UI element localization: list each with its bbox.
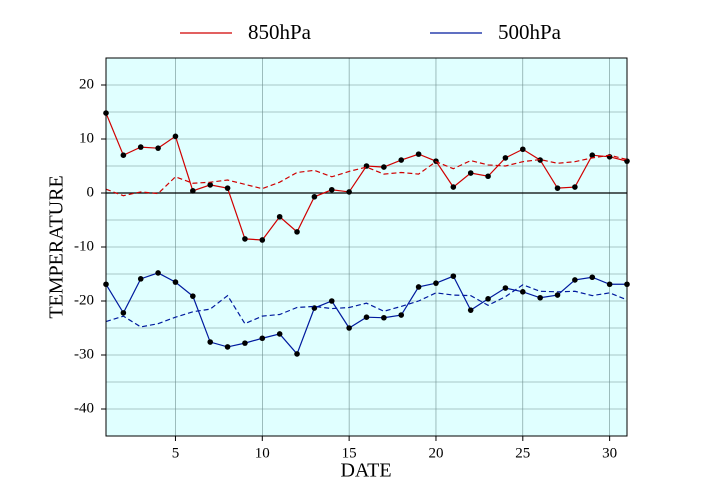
y-tick-label: -40 — [74, 400, 94, 416]
point — [224, 344, 231, 350]
point — [224, 185, 231, 191]
point — [328, 186, 335, 193]
point — [572, 277, 578, 283]
point — [137, 144, 144, 150]
point — [120, 152, 127, 158]
x-axis-title: DATE — [340, 460, 391, 482]
point — [537, 157, 543, 163]
point — [520, 146, 526, 153]
point — [242, 340, 248, 346]
point — [328, 298, 335, 304]
x-tick-label: 10 — [255, 445, 270, 461]
point — [450, 184, 457, 190]
point — [554, 292, 561, 298]
point — [572, 184, 578, 190]
y-tick-label: -30 — [74, 346, 94, 362]
point — [172, 133, 179, 140]
legend-text: 850hPa — [248, 20, 312, 44]
y-tick-label: 10 — [79, 130, 94, 146]
point — [276, 331, 283, 337]
point — [155, 270, 161, 276]
point — [155, 145, 161, 151]
point — [120, 310, 127, 316]
point — [467, 170, 474, 176]
dashed-line — [105, 284, 628, 328]
point — [433, 280, 439, 286]
point — [537, 294, 543, 301]
point — [485, 296, 491, 302]
point — [190, 188, 196, 194]
point — [137, 276, 144, 282]
point — [520, 289, 526, 295]
point — [415, 284, 422, 290]
point — [381, 164, 387, 170]
point — [502, 155, 509, 161]
x-tick-label: 15 — [342, 445, 357, 461]
legend-text: 500hPa — [498, 20, 562, 44]
x-tick-label: 30 — [602, 445, 617, 461]
point — [346, 325, 352, 331]
y-tick-label: -10 — [74, 238, 94, 254]
point — [381, 314, 387, 321]
point — [606, 281, 613, 288]
point — [398, 157, 405, 163]
point — [502, 285, 509, 291]
point — [172, 279, 179, 285]
point — [450, 273, 457, 279]
point — [554, 185, 561, 191]
point — [415, 151, 422, 157]
y-tick-label: -20 — [74, 292, 94, 308]
x-tick-label: 20 — [428, 445, 443, 461]
point — [485, 173, 491, 180]
point — [190, 293, 196, 299]
y-tick-label: 20 — [79, 76, 94, 92]
point — [589, 274, 596, 281]
y-tick-label: 0 — [87, 184, 95, 200]
point — [259, 335, 266, 342]
point — [363, 314, 370, 321]
dashed-line — [105, 154, 628, 197]
point — [398, 312, 405, 318]
point — [311, 193, 318, 200]
plot-frame — [105, 57, 628, 437]
point — [259, 237, 266, 243]
point — [467, 307, 474, 313]
point — [242, 236, 248, 242]
x-tick-label: 5 — [172, 445, 180, 461]
point — [207, 339, 213, 345]
point — [589, 152, 596, 158]
point — [207, 182, 213, 188]
y-axis-title: TEMPERATURE — [46, 175, 68, 318]
point — [294, 351, 300, 357]
point — [294, 229, 300, 235]
point — [346, 189, 352, 195]
point — [276, 213, 283, 220]
x-tick-label: 25 — [515, 445, 530, 461]
